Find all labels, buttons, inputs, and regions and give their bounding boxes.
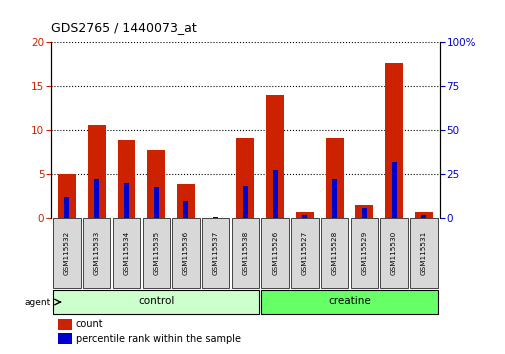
FancyBboxPatch shape: [350, 218, 377, 289]
Bar: [325, 138, 343, 218]
Bar: [87, 125, 106, 218]
Bar: [154, 187, 159, 218]
Text: GSM115536: GSM115536: [183, 231, 188, 275]
Text: GSM115537: GSM115537: [212, 231, 218, 275]
Text: GSM115538: GSM115538: [242, 231, 248, 275]
Text: GSM115535: GSM115535: [153, 231, 159, 275]
Bar: [355, 205, 373, 218]
Text: agent: agent: [24, 297, 50, 307]
Text: GSM115527: GSM115527: [301, 231, 307, 275]
Bar: [414, 212, 432, 218]
FancyBboxPatch shape: [142, 218, 170, 289]
Bar: [183, 201, 188, 218]
Text: GSM115533: GSM115533: [93, 231, 99, 275]
Bar: [147, 150, 165, 218]
FancyBboxPatch shape: [320, 218, 347, 289]
FancyBboxPatch shape: [201, 218, 229, 289]
Bar: [266, 95, 283, 218]
FancyBboxPatch shape: [380, 218, 407, 289]
Text: percentile rank within the sample: percentile rank within the sample: [76, 334, 240, 344]
Bar: [58, 319, 72, 330]
Bar: [177, 184, 194, 218]
Text: GSM115534: GSM115534: [123, 231, 129, 275]
Bar: [117, 140, 135, 218]
FancyBboxPatch shape: [261, 290, 437, 314]
FancyBboxPatch shape: [410, 218, 437, 289]
Text: count: count: [76, 319, 104, 330]
Text: creatine: creatine: [327, 297, 370, 307]
Bar: [236, 138, 254, 218]
Bar: [302, 215, 307, 218]
Bar: [295, 212, 313, 218]
Bar: [384, 63, 402, 218]
Text: GSM115531: GSM115531: [420, 231, 426, 275]
FancyBboxPatch shape: [172, 218, 199, 289]
Bar: [64, 197, 69, 218]
FancyBboxPatch shape: [261, 218, 288, 289]
Text: control: control: [138, 297, 174, 307]
Bar: [242, 185, 247, 218]
Bar: [94, 179, 99, 218]
Bar: [213, 217, 218, 218]
Bar: [421, 215, 426, 218]
Bar: [58, 174, 76, 218]
Bar: [361, 209, 366, 218]
FancyBboxPatch shape: [231, 218, 259, 289]
FancyBboxPatch shape: [53, 218, 80, 289]
Bar: [272, 170, 277, 218]
FancyBboxPatch shape: [83, 218, 110, 289]
Bar: [391, 162, 396, 218]
Bar: [124, 183, 129, 218]
Text: GSM115532: GSM115532: [64, 231, 70, 275]
FancyBboxPatch shape: [291, 218, 318, 289]
Text: GSM115530: GSM115530: [390, 231, 396, 275]
FancyBboxPatch shape: [53, 290, 259, 314]
Bar: [58, 333, 72, 344]
Text: GSM115526: GSM115526: [272, 231, 278, 275]
Bar: [331, 179, 336, 218]
FancyBboxPatch shape: [113, 218, 140, 289]
Text: GDS2765 / 1440073_at: GDS2765 / 1440073_at: [50, 21, 196, 34]
Text: GSM115529: GSM115529: [361, 231, 367, 275]
Text: GSM115528: GSM115528: [331, 231, 337, 275]
